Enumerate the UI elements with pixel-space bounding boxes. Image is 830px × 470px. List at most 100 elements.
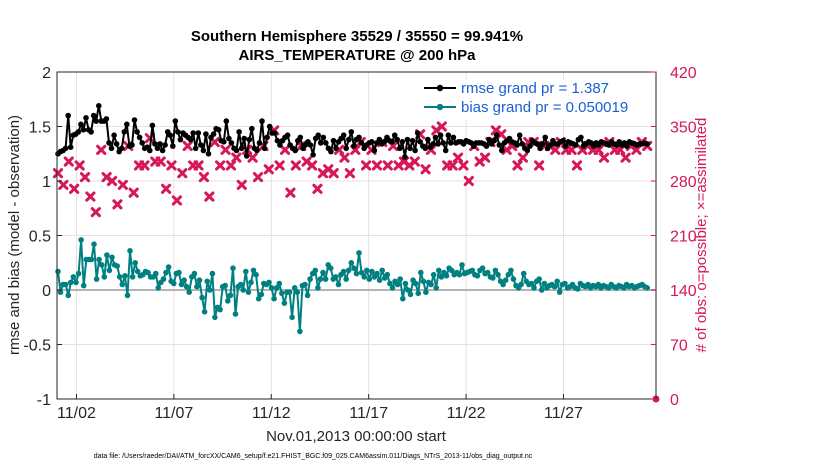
obs-marker-cross bbox=[339, 152, 350, 163]
bias-point bbox=[232, 311, 239, 317]
x-tick-label: 11/22 bbox=[447, 405, 486, 422]
rmse-point bbox=[75, 129, 82, 135]
rmse-point bbox=[330, 137, 337, 144]
obs-marker-cross bbox=[274, 160, 285, 171]
bias-point bbox=[258, 291, 265, 298]
bias-point bbox=[415, 290, 422, 297]
bias-point bbox=[114, 263, 120, 269]
bias-point bbox=[490, 275, 496, 281]
obs-marker bbox=[285, 187, 296, 198]
rmse-point bbox=[175, 129, 181, 135]
bias-point bbox=[438, 274, 445, 280]
bias-point bbox=[575, 286, 581, 292]
obs-marker bbox=[204, 191, 215, 202]
obs-marker bbox=[139, 160, 150, 171]
obs-marker-cross bbox=[447, 160, 458, 171]
rmse-point bbox=[450, 134, 457, 141]
rmse-point bbox=[249, 125, 255, 132]
rmse-point bbox=[493, 132, 500, 138]
bias-point bbox=[201, 309, 208, 315]
right-tick-label: 70 bbox=[670, 338, 688, 355]
rmse-point bbox=[320, 134, 327, 141]
rmse-point bbox=[215, 127, 222, 133]
bias-point bbox=[178, 281, 185, 288]
obs-marker-cross bbox=[128, 187, 139, 198]
rmse-point bbox=[149, 122, 156, 129]
rmse-point bbox=[139, 140, 145, 146]
bias-point bbox=[155, 285, 162, 291]
rmse-point bbox=[537, 145, 543, 152]
bias-point bbox=[402, 280, 409, 287]
obs-marker bbox=[166, 160, 177, 171]
obs-marker bbox=[312, 183, 323, 194]
bias-point bbox=[240, 287, 246, 293]
rmse-point bbox=[307, 142, 314, 148]
obs-marker-cross bbox=[458, 160, 469, 171]
bias-point bbox=[165, 264, 172, 270]
rmse-point bbox=[192, 145, 199, 152]
rmse-point bbox=[514, 142, 520, 148]
rmse-point bbox=[241, 135, 247, 142]
left-tick-label: 0.5 bbox=[29, 229, 51, 246]
obs-marker-cross bbox=[236, 179, 247, 190]
obs-marker bbox=[279, 144, 291, 155]
bias-point bbox=[538, 287, 545, 293]
legend-rmse-label: rmse grand pr = 1.387 bbox=[461, 80, 609, 97]
rmse-point bbox=[266, 123, 273, 130]
obs-marker bbox=[193, 160, 204, 171]
obs-marker-cross bbox=[452, 152, 464, 163]
rmse-point bbox=[624, 143, 630, 149]
rmse-point bbox=[274, 137, 281, 144]
rmse-point bbox=[210, 131, 217, 137]
bias-point bbox=[255, 295, 262, 302]
rmse-point bbox=[277, 142, 283, 148]
obs-marker bbox=[155, 156, 166, 167]
obs-marker bbox=[382, 160, 393, 171]
x-tick-label: 11/07 bbox=[154, 405, 193, 422]
rmse-point bbox=[356, 134, 362, 141]
rmse-point bbox=[348, 129, 355, 135]
bias-point bbox=[132, 260, 138, 266]
rmse-point bbox=[371, 147, 378, 154]
bias-point bbox=[315, 285, 321, 291]
rmse-point bbox=[381, 139, 388, 145]
bias-point bbox=[340, 268, 347, 275]
rmse-point bbox=[562, 143, 569, 149]
bias-point bbox=[225, 298, 231, 304]
bias-point bbox=[286, 289, 293, 296]
bias-point bbox=[520, 270, 527, 277]
obs-marker bbox=[458, 160, 469, 171]
bias-point bbox=[374, 270, 380, 277]
left-tick-label: 2 bbox=[42, 65, 51, 82]
bias-point bbox=[204, 278, 210, 285]
rmse-point bbox=[129, 142, 135, 148]
bias-point bbox=[96, 256, 102, 263]
x-tick-label: 11/17 bbox=[349, 405, 388, 422]
bias-point bbox=[551, 283, 558, 290]
bias-point bbox=[469, 267, 476, 274]
obs-marker-cross bbox=[220, 144, 231, 155]
rmse-point bbox=[136, 134, 143, 141]
bias-point bbox=[222, 282, 228, 289]
x-axis-label: Nov.01,2013 00:00:00 start bbox=[266, 428, 447, 445]
rmse-point bbox=[67, 144, 74, 150]
bias-point bbox=[379, 267, 386, 274]
bias-point bbox=[268, 285, 275, 291]
x-tick-label: 11/12 bbox=[252, 405, 291, 422]
obs-marker bbox=[225, 160, 237, 171]
bias-point bbox=[495, 271, 501, 278]
rmse-series bbox=[55, 103, 650, 160]
bias-point bbox=[209, 270, 216, 277]
bias-point bbox=[171, 280, 177, 287]
bias-point bbox=[536, 276, 542, 282]
obs-marker bbox=[58, 179, 69, 190]
bias-point bbox=[248, 279, 254, 286]
bias-series bbox=[55, 237, 650, 335]
data-file-footnote: data file: /Users/raeder/DAI/ATM_forcXX/… bbox=[94, 453, 533, 460]
obs-marker bbox=[215, 160, 226, 171]
obs-marker-cross bbox=[74, 160, 85, 171]
bias-point bbox=[230, 265, 236, 272]
rmse-point bbox=[152, 141, 158, 147]
obs-marker bbox=[96, 144, 107, 155]
bias-point bbox=[397, 276, 404, 282]
